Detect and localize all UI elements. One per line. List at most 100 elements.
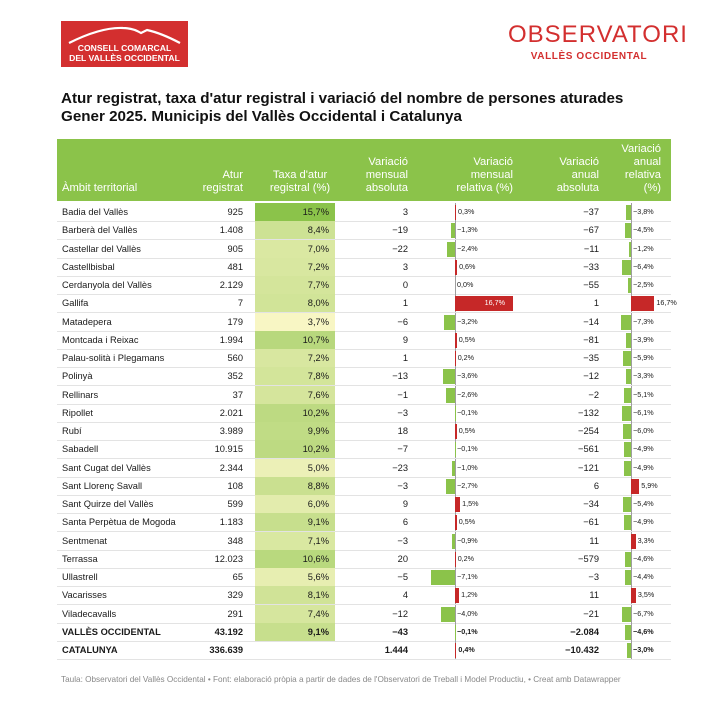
var-axis (631, 549, 632, 568)
var-value: −2,5% (633, 280, 654, 289)
table-row: Montcada i Reixac 1.994 10,7% 9 0,5% −81 −3,9% (57, 330, 671, 350)
vmr-value: 0,5% (458, 517, 476, 527)
var-bar (624, 515, 631, 531)
taxa-value: 9,1% (255, 513, 335, 532)
var-axis (631, 221, 632, 240)
var-axis (631, 641, 632, 659)
taxa-value: 8,8% (255, 476, 335, 495)
ambit-name: Polinyà (62, 371, 93, 382)
var-bar (622, 424, 631, 439)
var-bar (624, 624, 631, 640)
vmr-value: −3,2% (457, 316, 478, 326)
var-bar (625, 332, 631, 348)
vmr-value: 0,4% (458, 645, 475, 654)
var-bar (631, 296, 655, 312)
var-value: −6,0% (633, 426, 654, 435)
vmr-value: −1,0% (457, 462, 478, 472)
ambit-name: Rubí (62, 426, 82, 436)
var-mensual-abs-value: 3 (402, 261, 408, 272)
var-value: −4,9% (633, 462, 654, 472)
ambit-name: Matadepera (62, 316, 112, 327)
var-anual-abs-value: −37 (583, 207, 599, 217)
vmr-axis (455, 476, 456, 495)
var-anual-abs-value: −121 (578, 462, 599, 473)
var-bar (631, 588, 636, 604)
taxa-value: 7,8% (255, 367, 335, 386)
var-mensual-abs-value: 1 (402, 298, 408, 309)
vmr-axis (455, 385, 456, 404)
var-mensual-abs-value: 1.444 (384, 645, 408, 655)
vmr-bar (446, 241, 455, 257)
vmr-bar (445, 478, 455, 494)
var-value: −3,0% (633, 645, 654, 654)
var-bar (629, 241, 631, 257)
var-bar (622, 259, 631, 275)
taxa-value: 7,2% (255, 349, 335, 367)
var-mensual-abs-value: −23 (392, 462, 408, 473)
var-bar (631, 478, 640, 494)
atur-value: 37 (232, 389, 243, 400)
table-row: Ullastrell 65 5,6% −5 −7,1% −3 −4,4% (57, 568, 671, 587)
ambit-name: Rellinars (62, 389, 99, 400)
ambit-name: VALLÈS OCCIDENTAL (62, 626, 161, 637)
taxa-value: 6,0% (255, 495, 335, 513)
var-axis (631, 367, 632, 386)
vmr-bar (443, 314, 455, 330)
var-anual-abs-value: −34 (583, 499, 599, 509)
var-mensual-abs-value: −3 (397, 480, 408, 491)
var-axis (631, 422, 632, 440)
atur-value: 2.344 (219, 462, 243, 473)
taxa-value: 15,7% (255, 203, 335, 221)
vmr-axis (455, 531, 456, 550)
vmr-axis (455, 568, 456, 586)
var-mensual-abs-value: −7 (397, 444, 408, 455)
taxa-value: 9,9% (255, 422, 335, 440)
var-axis (631, 312, 632, 331)
taxa-value: 9,1% (255, 622, 335, 641)
var-mensual-abs-value: 9 (402, 334, 408, 345)
vmr-axis (455, 604, 456, 623)
table-row: Barberà del Vallès 1.408 8,4% −19 −1,3% −67 −4… (57, 221, 671, 241)
vmr-value: 0,0% (457, 280, 474, 289)
atur-value: 43.192 (214, 626, 243, 637)
var-value: 16,7% (656, 298, 677, 308)
var-anual-abs-value: −33 (583, 261, 599, 272)
taxa-value: 10,6% (255, 549, 335, 568)
var-anual-abs-value: −61 (583, 517, 599, 528)
atur-value: 352 (227, 371, 243, 382)
var-bar (623, 497, 631, 512)
ambit-name: Barberà del Vallès (62, 225, 138, 236)
ambit-name: Santa Perpètua de Mogoda (62, 517, 176, 528)
consell-comarcal-logo: CONSELL COMARCAL DEL VALLÈS OCCIDENTAL (61, 21, 188, 67)
var-mensual-abs-value: 0 (402, 280, 408, 290)
var-anual-abs-value: −561 (578, 444, 599, 455)
taxa-value: 8,0% (255, 294, 335, 313)
var-anual-abs-value: 11 (589, 535, 599, 546)
atur-value: 291 (227, 608, 243, 619)
var-mensual-abs-value: −3 (397, 407, 408, 418)
var-value: −1,2% (633, 243, 654, 253)
page-title: Atur registrat, taxa d'atur registral i … (61, 90, 661, 126)
vmr-axis (455, 239, 456, 258)
var-anual-abs-value: −35 (583, 353, 599, 363)
vmr-value: 0,2% (457, 353, 475, 362)
var-axis (631, 604, 632, 623)
var-bar (624, 223, 631, 239)
var-mensual-abs-value: 1 (402, 353, 408, 363)
vmr-bar (442, 369, 455, 385)
vmr-value: −2,4% (457, 243, 478, 253)
atur-value: 108 (227, 480, 243, 491)
var-value: −3,8% (633, 207, 654, 216)
header-var-mensual-rel: Variació mensual relativa (%) (456, 156, 513, 194)
vmr-bar (455, 643, 457, 658)
var-anual-abs-value: −12 (583, 371, 599, 382)
atur-value: 2.021 (219, 407, 243, 418)
var-value: 5,9% (641, 480, 658, 490)
atur-value: 1.183 (219, 517, 243, 528)
logo-right-subtitle: VALLÈS OCCIDENTAL (530, 51, 648, 62)
ambit-name: Sentmenat (62, 535, 107, 546)
ambit-name: Montcada i Reixac (62, 334, 139, 345)
var-mensual-abs-value: −12 (392, 608, 408, 619)
var-value: −4,4% (633, 572, 654, 581)
vmr-value: −0,1% (457, 626, 478, 636)
